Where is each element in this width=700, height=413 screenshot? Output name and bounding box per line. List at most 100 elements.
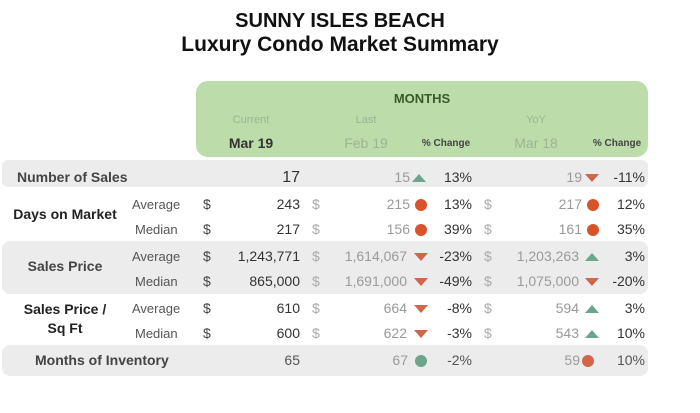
down-arrow-icon bbox=[414, 253, 428, 261]
sub-label: Average bbox=[132, 249, 181, 264]
currency-symbol: $ bbox=[203, 248, 211, 264]
status-dot-icon bbox=[587, 199, 599, 211]
yoy-value: 543 bbox=[555, 325, 579, 341]
pct-change-header-yoy: % Change bbox=[592, 138, 642, 149]
row-months-of-inventory: Months of Inventory 65 67 -2% 59 10% bbox=[0, 348, 700, 373]
last-value: 156 bbox=[386, 221, 410, 237]
currency-symbol: $ bbox=[484, 221, 492, 237]
up-arrow-icon bbox=[585, 330, 599, 338]
band-inventory bbox=[2, 345, 648, 376]
down-arrow-icon bbox=[414, 278, 428, 286]
yoy-pct: 3% bbox=[624, 248, 645, 264]
currency-symbol: $ bbox=[312, 273, 320, 289]
sub-label: Average bbox=[132, 301, 181, 316]
yoy-pct: 10% bbox=[616, 325, 645, 341]
last-pct: -23% bbox=[439, 248, 472, 264]
yoy-pct: -11% bbox=[613, 169, 645, 185]
current-value: 865,000 bbox=[249, 273, 300, 289]
last-value: 1,614,067 bbox=[344, 248, 407, 264]
yoy-label: YoY bbox=[526, 114, 546, 126]
up-arrow-icon bbox=[412, 174, 426, 182]
sub-label: Median bbox=[135, 326, 178, 341]
current-value: 1,243,771 bbox=[237, 248, 300, 264]
last-value: 664 bbox=[383, 300, 407, 316]
last-value: 1,691,000 bbox=[344, 273, 407, 289]
up-arrow-icon bbox=[585, 253, 599, 261]
yoy-value: 1,203,263 bbox=[516, 248, 579, 264]
currency-symbol: $ bbox=[312, 300, 320, 316]
currency-symbol: $ bbox=[203, 273, 211, 289]
yoy-pct: 3% bbox=[624, 300, 645, 316]
report-subtitle: Luxury Condo Market Summary bbox=[181, 33, 499, 56]
group-label-line2: Sq Ft bbox=[47, 320, 83, 336]
last-value: 67 bbox=[392, 352, 408, 368]
currency-symbol: $ bbox=[312, 248, 320, 264]
group-label-price-per-sqft: Sales Price / Sq Ft bbox=[5, 300, 125, 338]
group-label-sales-price: Sales Price bbox=[27, 258, 103, 274]
down-arrow-icon bbox=[414, 330, 428, 338]
currency-symbol: $ bbox=[312, 196, 320, 212]
row-ppsf-average: Average $ 610 $ 664 -8% $ 594 3% bbox=[0, 296, 700, 321]
yoy-value: 594 bbox=[555, 300, 579, 316]
current-value: 17 bbox=[282, 169, 300, 186]
last-pct: -3% bbox=[447, 325, 472, 341]
last-pct: 39% bbox=[443, 221, 472, 237]
down-arrow-icon bbox=[585, 174, 599, 182]
last-value: 15 bbox=[394, 169, 410, 185]
down-arrow-icon bbox=[585, 278, 599, 286]
band-price bbox=[2, 241, 648, 294]
currency-symbol: $ bbox=[203, 196, 211, 212]
current-value: 243 bbox=[276, 196, 300, 212]
last-pct: -2% bbox=[447, 352, 472, 368]
last-pct: -49% bbox=[439, 273, 472, 289]
group-label-line1: Sales Price / bbox=[23, 301, 107, 317]
sub-label: Average bbox=[132, 197, 181, 212]
current-value: 65 bbox=[284, 352, 300, 368]
yoy-pct: 35% bbox=[616, 221, 645, 237]
yoy-period: Mar 18 bbox=[514, 135, 558, 151]
row-number-of-sales: Number of Sales 17 15 13% 19 -11% bbox=[0, 165, 700, 190]
last-value: 215 bbox=[386, 196, 410, 212]
status-dot-icon bbox=[415, 224, 427, 236]
currency-symbol: $ bbox=[203, 300, 211, 316]
last-pct: -8% bbox=[447, 300, 472, 316]
row-ppsf-median: Median $ 600 $ 622 -3% $ 543 10% bbox=[0, 321, 700, 346]
yoy-value: 19 bbox=[566, 169, 582, 185]
currency-symbol: $ bbox=[484, 248, 492, 264]
months-label: MONTHS bbox=[393, 91, 451, 106]
status-dot-icon bbox=[582, 355, 594, 367]
row-price-average: Average $ 1,243,771 $ 1,614,067 -23% $ 1… bbox=[0, 244, 700, 269]
yoy-value: 59 bbox=[564, 352, 580, 368]
yoy-value: 161 bbox=[558, 221, 582, 237]
currency-symbol: $ bbox=[484, 300, 492, 316]
sub-label: Median bbox=[135, 222, 178, 237]
row-label: Months of Inventory bbox=[35, 352, 169, 368]
yoy-pct: 10% bbox=[616, 352, 645, 368]
currency-symbol: $ bbox=[203, 221, 211, 237]
current-period: Mar 19 bbox=[228, 135, 274, 151]
currency-symbol: $ bbox=[203, 325, 211, 341]
yoy-pct: -20% bbox=[612, 273, 645, 289]
currency-symbol: $ bbox=[484, 273, 492, 289]
row-dom-median: Median $ 217 $ 156 39% $ 161 35% bbox=[0, 217, 700, 242]
row-label: Number of Sales bbox=[17, 169, 128, 185]
months-header: MONTHS Current Last YoY Mar 19 Feb 19 % … bbox=[196, 81, 648, 157]
band-sales bbox=[2, 160, 648, 187]
down-arrow-icon bbox=[414, 305, 428, 313]
current-label: Current bbox=[232, 114, 270, 126]
current-value: 217 bbox=[276, 221, 300, 237]
sub-label: Median bbox=[135, 274, 178, 289]
currency-symbol: $ bbox=[484, 325, 492, 341]
pct-change-header-last: % Change bbox=[421, 138, 471, 149]
current-value: 610 bbox=[276, 300, 300, 316]
current-value: 600 bbox=[276, 325, 300, 341]
last-pct: 13% bbox=[443, 169, 472, 185]
row-price-median: Median $ 865,000 $ 1,691,000 -49% $ 1,07… bbox=[0, 269, 700, 294]
up-arrow-icon bbox=[585, 305, 599, 313]
group-label-days-on-market: Days on Market bbox=[13, 206, 117, 222]
status-dot-icon bbox=[415, 199, 427, 211]
status-dot-icon bbox=[415, 355, 427, 367]
yoy-pct: 12% bbox=[616, 196, 645, 212]
currency-symbol: $ bbox=[312, 221, 320, 237]
last-label: Last bbox=[355, 114, 377, 126]
